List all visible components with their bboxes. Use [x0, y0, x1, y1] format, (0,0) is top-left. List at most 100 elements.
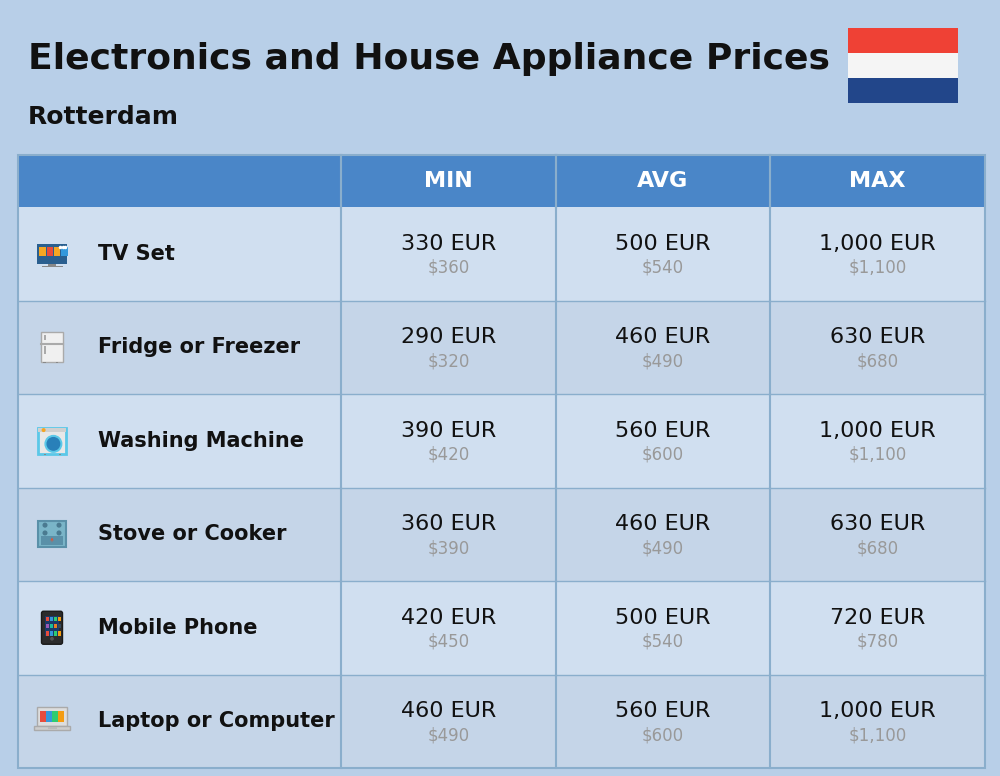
Bar	[46, 712, 52, 722]
Text: 420 EUR: 420 EUR	[401, 608, 496, 628]
Bar	[58, 632, 61, 636]
Bar	[38, 428, 66, 432]
Bar	[18, 300, 985, 394]
Text: 460 EUR: 460 EUR	[615, 327, 711, 347]
Bar	[46, 617, 49, 621]
Text: $490: $490	[642, 539, 684, 557]
Text: 720 EUR: 720 EUR	[830, 608, 925, 628]
Bar	[47, 247, 53, 256]
Text: 360 EUR: 360 EUR	[401, 514, 496, 534]
Circle shape	[57, 531, 61, 535]
Text: 330 EUR: 330 EUR	[401, 234, 496, 254]
Text: 290 EUR: 290 EUR	[401, 327, 496, 347]
Text: $1,100: $1,100	[849, 258, 907, 277]
Text: $320: $320	[427, 352, 470, 370]
Text: $1,100: $1,100	[849, 445, 907, 464]
Bar	[44, 346, 46, 354]
Bar	[45, 615, 59, 636]
Bar	[48, 264, 56, 265]
Text: Electronics and House Appliance Prices: Electronics and House Appliance Prices	[28, 42, 830, 76]
Polygon shape	[50, 537, 54, 542]
Circle shape	[45, 435, 62, 452]
Text: AVG: AVG	[637, 171, 689, 191]
Circle shape	[47, 438, 60, 450]
Text: 1,000 EUR: 1,000 EUR	[819, 421, 936, 441]
Text: TV Set: TV Set	[98, 244, 175, 264]
Text: 1,000 EUR: 1,000 EUR	[819, 234, 936, 254]
Bar	[18, 155, 985, 207]
Text: $780: $780	[857, 632, 899, 651]
Text: $680: $680	[857, 539, 899, 557]
Text: 390 EUR: 390 EUR	[401, 421, 496, 441]
Text: $450: $450	[427, 632, 469, 651]
Text: MAX: MAX	[849, 171, 906, 191]
Bar	[59, 454, 61, 456]
Bar	[34, 726, 70, 730]
Bar	[44, 454, 46, 456]
Bar	[848, 78, 958, 103]
Bar	[46, 632, 49, 636]
Text: 630 EUR: 630 EUR	[830, 327, 925, 347]
Text: Rotterdam: Rotterdam	[28, 105, 179, 129]
Bar	[18, 394, 985, 487]
Text: $490: $490	[642, 352, 684, 370]
Bar	[42, 265, 62, 266]
Bar	[54, 632, 57, 636]
Text: Laptop or Computer: Laptop or Computer	[98, 712, 335, 731]
Text: $600: $600	[642, 445, 684, 464]
Text: $680: $680	[857, 352, 899, 370]
Text: $390: $390	[427, 539, 469, 557]
Bar	[37, 244, 67, 264]
Text: Fridge or Freezer: Fridge or Freezer	[98, 338, 300, 357]
Bar	[46, 624, 49, 629]
Text: $420: $420	[427, 445, 469, 464]
Bar	[18, 487, 985, 581]
Text: $1,100: $1,100	[849, 726, 907, 744]
Bar	[38, 521, 66, 547]
Text: Washing Machine: Washing Machine	[98, 431, 304, 451]
Text: MIN: MIN	[424, 171, 473, 191]
Bar	[58, 624, 61, 629]
Circle shape	[42, 429, 45, 431]
Bar	[38, 428, 66, 454]
Text: 560 EUR: 560 EUR	[615, 421, 711, 441]
Bar	[50, 617, 53, 621]
Text: $360: $360	[427, 258, 469, 277]
Text: $600: $600	[642, 726, 684, 744]
Text: 460 EUR: 460 EUR	[615, 514, 711, 534]
Circle shape	[43, 523, 47, 527]
Bar	[54, 247, 60, 256]
Text: 560 EUR: 560 EUR	[615, 702, 711, 721]
Text: Mobile Phone: Mobile Phone	[98, 618, 258, 638]
Text: 460 EUR: 460 EUR	[401, 702, 496, 721]
Bar	[848, 53, 958, 78]
Text: 630 EUR: 630 EUR	[830, 514, 925, 534]
Text: Stove or Cooker: Stove or Cooker	[98, 525, 287, 544]
Circle shape	[57, 523, 61, 527]
Bar	[58, 617, 61, 621]
Bar	[37, 707, 67, 726]
Bar	[18, 674, 985, 768]
Bar	[50, 624, 53, 629]
Text: 500 EUR: 500 EUR	[615, 608, 711, 628]
Bar	[41, 332, 63, 362]
Bar	[18, 155, 985, 768]
Text: 500 EUR: 500 EUR	[615, 234, 711, 254]
Text: $490: $490	[427, 726, 469, 744]
Bar	[39, 247, 46, 256]
Bar	[48, 727, 56, 729]
Bar	[61, 247, 68, 256]
Bar	[44, 334, 46, 340]
Bar	[43, 362, 46, 363]
Circle shape	[51, 638, 53, 640]
Bar	[58, 712, 64, 722]
Bar	[54, 624, 57, 629]
Bar	[40, 712, 46, 722]
Text: 1,000 EUR: 1,000 EUR	[819, 702, 936, 721]
FancyBboxPatch shape	[42, 611, 62, 644]
Bar	[54, 617, 57, 621]
Bar	[52, 712, 58, 722]
Bar	[18, 581, 985, 674]
Text: $540: $540	[642, 258, 684, 277]
Text: $540: $540	[642, 632, 684, 651]
